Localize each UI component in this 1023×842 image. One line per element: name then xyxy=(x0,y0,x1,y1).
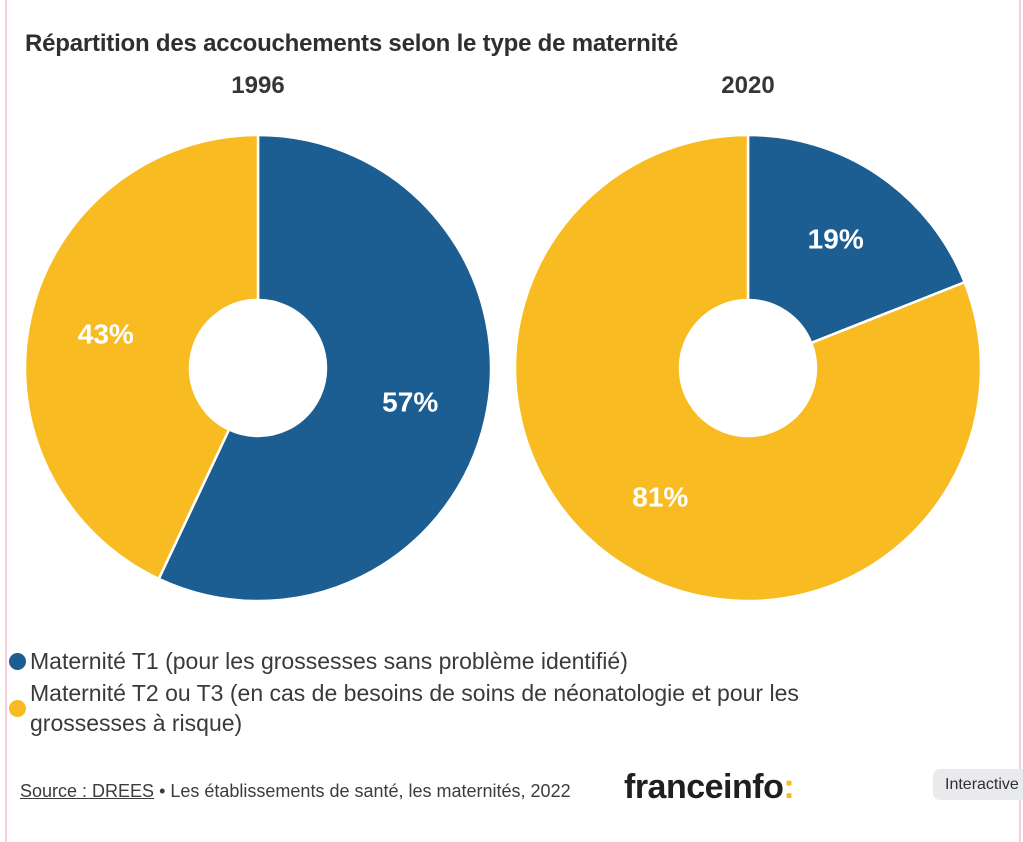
legend: Maternité T1 (pour les grossesses sans p… xyxy=(9,646,989,740)
legend-item-t2-t3: Maternité T2 ou T3 (en cas de besoins de… xyxy=(9,678,989,738)
page-title: Répartition des accouchements selon le t… xyxy=(25,30,678,58)
pie-slice-blue[interactable] xyxy=(157,133,493,603)
legend-label-t1: Maternité T1 (pour les grossesses sans p… xyxy=(30,648,628,674)
legend-dot-blue-icon xyxy=(9,652,26,670)
legend-dot-yellow-icon xyxy=(9,699,26,717)
donut-chart-1996[interactable]: 57%43% xyxy=(23,133,493,603)
franceinfo-logo: franceinfo: xyxy=(624,768,795,807)
page-right-border xyxy=(1019,0,1021,842)
source-detail: • Les établissements de santé, les mater… xyxy=(154,781,571,801)
donut-chart-2020[interactable]: 19%81% xyxy=(513,133,983,603)
pie-slice-yellow[interactable] xyxy=(513,133,983,603)
legend-label-t2-t3: Maternité T2 ou T3 (en cas de besoins de… xyxy=(30,680,799,736)
source-line: Source : DREES • Les établissements de s… xyxy=(20,781,571,802)
legend-item-t1: Maternité T1 (pour les grossesses sans p… xyxy=(9,646,989,676)
franceinfo-logo-colon: : xyxy=(783,768,795,806)
source-link[interactable]: Source : DREES xyxy=(20,781,155,801)
chart-title-2020: 2020 xyxy=(721,72,775,99)
pie-slice-yellow[interactable] xyxy=(23,133,260,581)
franceinfo-logo-text: franceinfo xyxy=(624,768,784,806)
pie-slice-blue[interactable] xyxy=(746,133,967,345)
interactive-badge[interactable]: Interactive xyxy=(933,769,1023,800)
chart-title-1996: 1996 xyxy=(231,72,285,99)
page-left-border xyxy=(5,0,7,842)
